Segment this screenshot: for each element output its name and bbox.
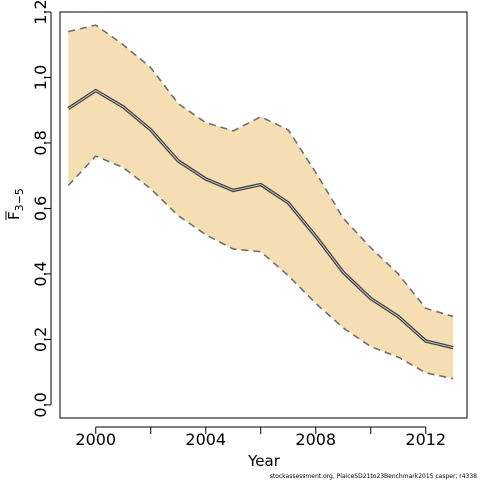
y-axis: 0.0 0.2 0.4 0.6 0.8 1.0 1.2 — [31, 0, 52, 418]
footnote: stockassessment.org, PlaiceSD21to23Bench… — [270, 473, 477, 480]
plot-border — [59, 11, 468, 419]
svg-text:F3−5: F3−5 — [5, 188, 26, 220]
x-axis-title: Year — [247, 452, 281, 470]
y-axis-title-subscript: 3−5 — [13, 188, 26, 211]
y-tick-label: 1.0 — [31, 65, 50, 90]
lower-bound-line — [67, 155, 454, 380]
confidence-band — [68, 25, 454, 379]
upper-bound-line — [68, 24, 454, 318]
y-axis-title-main: F — [5, 211, 23, 220]
y-tick-label: 0.4 — [31, 261, 50, 286]
x-tick-label: 2004 — [185, 430, 226, 449]
plot-area — [67, 24, 454, 380]
x-tick-label: 2000 — [75, 430, 116, 449]
y-tick-label: 0.2 — [31, 327, 50, 352]
x-axis: 2000 2004 2008 2012 — [75, 426, 446, 449]
y-tick-label: 0.8 — [31, 130, 50, 155]
estimate-line — [68, 90, 454, 349]
x-tick-label: 2008 — [295, 430, 336, 449]
y-axis-title: F3−5 — [5, 188, 26, 220]
x-tick-label: 2012 — [405, 430, 446, 449]
y-tick-label: 0.6 — [31, 196, 50, 221]
y-tick-label: 0.0 — [31, 392, 50, 417]
y-tick-label: 1.2 — [31, 0, 50, 25]
